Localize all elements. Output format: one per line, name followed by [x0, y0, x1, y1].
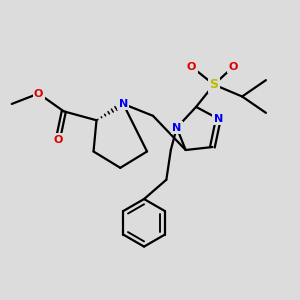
Text: N: N — [118, 99, 128, 109]
Text: N: N — [172, 123, 182, 133]
Text: O: O — [187, 62, 196, 72]
Text: O: O — [34, 88, 43, 98]
Text: S: S — [209, 78, 218, 91]
Text: O: O — [53, 135, 62, 145]
Text: N: N — [214, 114, 223, 124]
Text: O: O — [229, 62, 238, 72]
